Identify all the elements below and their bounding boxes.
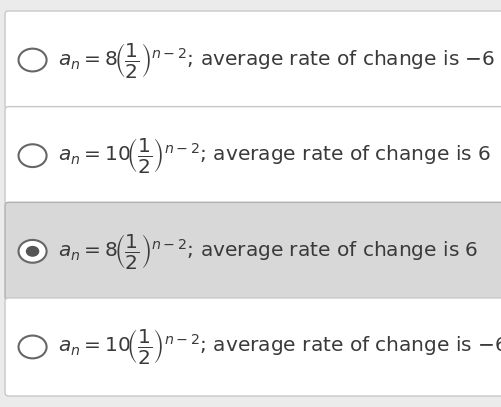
FancyBboxPatch shape	[5, 107, 501, 205]
FancyBboxPatch shape	[5, 202, 501, 300]
Text: $a_n = 8\!\left(\dfrac{1}{2}\right)^{n-2}$; average rate of change is $-6$: $a_n = 8\!\left(\dfrac{1}{2}\right)^{n-2…	[58, 41, 495, 79]
Circle shape	[19, 335, 47, 358]
FancyBboxPatch shape	[5, 11, 501, 109]
Text: $a_n = 8\!\left(\dfrac{1}{2}\right)^{n-2}$; average rate of change is $6$: $a_n = 8\!\left(\dfrac{1}{2}\right)^{n-2…	[58, 232, 478, 271]
Circle shape	[19, 240, 47, 263]
FancyBboxPatch shape	[5, 298, 501, 396]
Text: $a_n = 10\!\left(\dfrac{1}{2}\right)^{n-2}$; average rate of change is $-6$: $a_n = 10\!\left(\dfrac{1}{2}\right)^{n-…	[58, 328, 501, 366]
Circle shape	[19, 144, 47, 167]
Circle shape	[26, 246, 39, 257]
Text: $a_n = 10\!\left(\dfrac{1}{2}\right)^{n-2}$; average rate of change is $6$: $a_n = 10\!\left(\dfrac{1}{2}\right)^{n-…	[58, 136, 491, 175]
Circle shape	[19, 48, 47, 71]
